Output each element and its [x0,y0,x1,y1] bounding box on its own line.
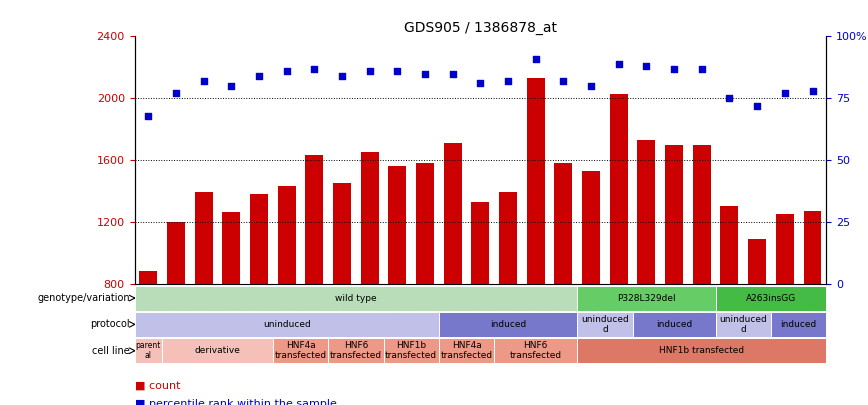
Bar [333,183,351,284]
Bar [416,163,434,284]
Bar [194,192,213,284]
Text: HNF1b transfected: HNF1b transfected [660,346,745,355]
Text: protocol: protocol [90,320,130,329]
Point [778,90,792,96]
Text: genotype/variation: genotype/variation [37,293,130,303]
Point [529,55,542,62]
Bar [278,186,296,284]
Text: HNF6
transfected: HNF6 transfected [510,341,562,360]
Bar [140,271,157,284]
Bar [306,156,324,284]
Text: HNF6
transfected: HNF6 transfected [330,341,382,360]
Point [556,78,570,84]
Title: GDS905 / 1386878_at: GDS905 / 1386878_at [404,21,557,35]
Text: uninduced: uninduced [263,320,311,329]
Point [169,90,183,96]
Bar [582,171,600,284]
Point [418,70,432,77]
Text: derivative: derivative [194,346,240,355]
Bar [167,222,185,284]
Point [141,112,155,119]
Text: induced: induced [656,320,693,329]
Bar [693,145,711,284]
Point [279,68,293,74]
Bar [471,202,490,284]
Bar [637,140,655,284]
Text: induced: induced [780,320,817,329]
Point [695,65,709,72]
Point [750,102,764,109]
Bar [250,194,268,284]
Bar [720,206,739,284]
Text: parent
al: parent al [135,341,161,360]
Text: HNF1b
transfected: HNF1b transfected [385,341,437,360]
Point [307,65,321,72]
Bar [361,152,378,284]
Point [612,60,626,67]
Point [474,80,488,87]
Bar [804,211,821,284]
Bar [527,78,545,283]
Bar [555,163,573,284]
Bar [610,94,628,284]
Bar [222,213,240,284]
Text: induced: induced [490,320,526,329]
Point [225,83,239,89]
Text: P328L329del: P328L329del [617,294,676,303]
Text: ■ percentile rank within the sample: ■ percentile rank within the sample [135,399,337,405]
Point [363,68,377,74]
Point [197,78,211,84]
Point [640,63,654,69]
Bar [444,143,462,284]
Text: uninduced
d: uninduced d [581,315,628,334]
Point [446,70,460,77]
Point [722,95,736,101]
Text: A263insGG: A263insGG [746,294,796,303]
Bar [776,214,794,284]
Bar [665,145,683,284]
Bar [748,239,766,284]
Text: HNF4a
transfected: HNF4a transfected [274,341,326,360]
Point [584,83,598,89]
Bar [388,166,406,284]
Point [501,78,515,84]
Text: ■ count: ■ count [135,381,180,390]
Text: wild type: wild type [335,294,377,303]
Point [252,73,266,79]
Bar [499,192,517,284]
Point [335,73,349,79]
Point [391,68,404,74]
Text: cell line: cell line [93,346,130,356]
Point [667,65,681,72]
Text: HNF4a
transfected: HNF4a transfected [441,341,493,360]
Text: uninduced
d: uninduced d [720,315,767,334]
Point [806,87,819,94]
